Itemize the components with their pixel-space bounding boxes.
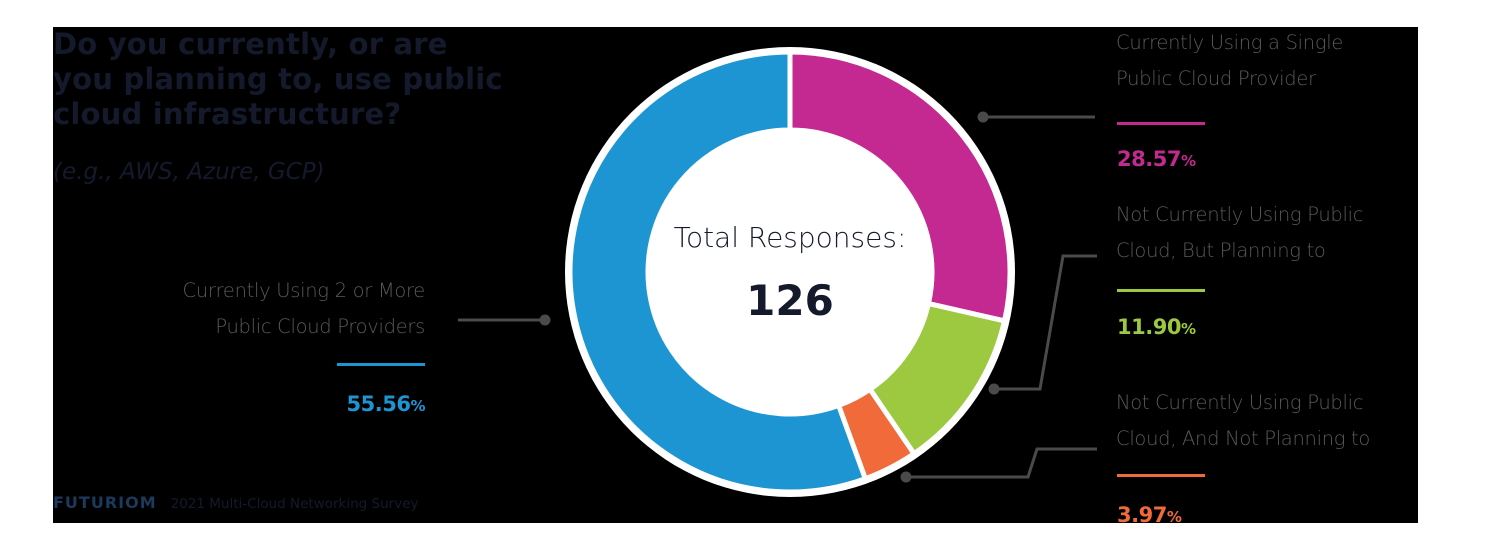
leader-dots: [539, 111, 1000, 483]
callout-value-single: 28.57%: [1117, 147, 1196, 171]
callout-rule-single: [1117, 122, 1205, 125]
total-responses-label: Total Responses:: [673, 221, 907, 254]
callout-label-line: Cloud, But Planning to: [1116, 239, 1326, 262]
callout-label-line: Not Currently Using Public: [1116, 391, 1364, 414]
callout-label-line: Not Currently Using Public: [1116, 203, 1364, 226]
footer: FUTURIOM 2021 Multi-Cloud Networking Sur…: [53, 493, 419, 512]
percent-number: 3.97: [1117, 503, 1167, 523]
callout-rule-planning: [1117, 289, 1205, 292]
percent-symbol: %: [1166, 508, 1182, 523]
percent-symbol: %: [1180, 320, 1196, 338]
leader-dot-not-planning: [900, 471, 912, 483]
percent-number: 28.57: [1117, 147, 1181, 171]
callout-label-planning: Not Currently Using Public Cloud, But Pl…: [1116, 197, 1363, 269]
callout-value-multi: 55.56%: [253, 392, 426, 416]
leader-line-not-planning: [906, 447, 1097, 479]
callout-label-line: Public Cloud Providers: [215, 315, 425, 338]
callout-label-line: Currently Using a Single: [1116, 31, 1344, 54]
question-title-line-1: Do you currently, or are: [53, 27, 448, 61]
callout-value-not-planning: 3.97%: [1117, 503, 1182, 523]
question-subtitle: (e.g., AWS, Azure, GCP): [53, 159, 325, 185]
chart-card: Do you currently, or are you planning to…: [53, 27, 1418, 523]
leader-lines: [458, 115, 1097, 479]
footer-source-text: 2021 Multi-Cloud Networking Survey: [170, 496, 419, 512]
question-title-line-3: cloud infrastructure?: [53, 97, 402, 131]
question-title-line-2: you planning to, use public: [53, 62, 503, 96]
callout-label-single: Currently Using a Single Public Cloud Pr…: [1116, 27, 1343, 97]
donut-chart: [458, 47, 1097, 497]
leader-dot-single: [977, 111, 989, 123]
callout-label-line: Public Cloud Provider: [1116, 67, 1316, 90]
leader-line-planning: [994, 254, 1097, 391]
callout-label-not-planning: Not Currently Using Public Cloud, And No…: [1116, 385, 1370, 457]
futuriom-logo: FUTURIOM: [53, 493, 157, 512]
question-title: Do you currently, or are you planning to…: [53, 27, 533, 132]
callout-label-line: Cloud, And Not Planning to: [1116, 427, 1371, 450]
leader-dot-multi: [539, 314, 551, 326]
callout-rule-not-planning: [1117, 474, 1205, 477]
leader-dot-planning: [988, 383, 1000, 395]
callout-label-multi: Currently Using 2 or More Public Cloud P…: [53, 273, 426, 345]
percent-number: 11.90: [1117, 315, 1181, 339]
percent-symbol: %: [1180, 152, 1196, 170]
percent-number: 55.56: [346, 392, 411, 416]
donut-segments: [567, 49, 1013, 495]
callout-rule-multi: [337, 363, 425, 366]
percent-symbol: %: [410, 397, 425, 415]
callout-label-line: Currently Using 2 or More: [182, 279, 426, 302]
callout-value-planning: 11.90%: [1117, 315, 1196, 339]
total-responses-value: 126: [746, 276, 834, 325]
donut-hole: [648, 130, 932, 414]
